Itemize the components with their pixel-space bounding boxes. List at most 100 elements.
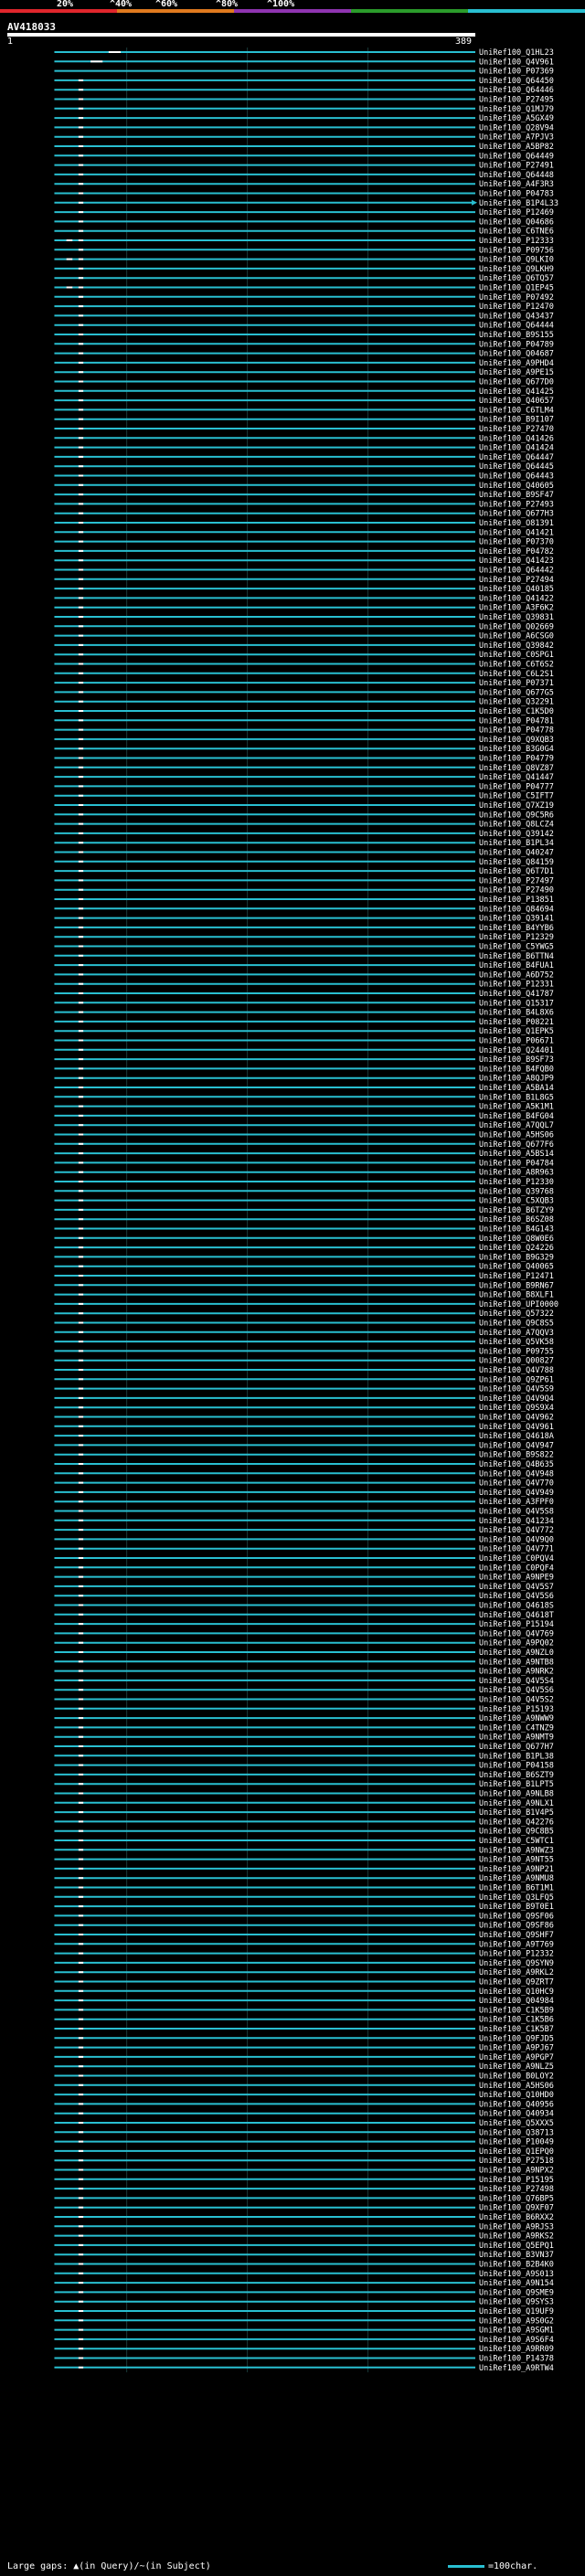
hit-row[interactable]: UniRef100_Q39842 xyxy=(54,641,554,651)
hit-row[interactable]: UniRef100_A8R963 xyxy=(54,1169,554,1178)
hit-label[interactable]: UniRef100_P15193 xyxy=(479,1705,554,1714)
hit-row[interactable]: UniRef100_P07370 xyxy=(54,538,554,547)
hit-label[interactable]: UniRef100_Q4V5S7 xyxy=(479,1583,554,1592)
hit-row[interactable]: UniRef100_Q24401 xyxy=(54,1046,554,1055)
hit-label[interactable]: UniRef100_A7QQL7 xyxy=(479,1121,554,1130)
hit-row[interactable]: UniRef100_Q40956 xyxy=(54,2100,554,2109)
hit-label[interactable]: UniRef100_P12333 xyxy=(479,237,554,246)
hit-label[interactable]: UniRef100_Q9XQB3 xyxy=(479,736,554,745)
hit-label[interactable]: UniRef100_C6TNE6 xyxy=(479,228,554,237)
hit-row[interactable]: UniRef100_B9I107 xyxy=(54,416,554,425)
hit-label[interactable]: UniRef100_B9S822 xyxy=(479,1451,554,1460)
hit-label[interactable]: UniRef100_A9NWW9 xyxy=(479,1714,554,1723)
hit-label[interactable]: UniRef100_C6L2S1 xyxy=(479,670,554,679)
hit-label[interactable]: UniRef100_B6SZ08 xyxy=(479,1215,554,1224)
hit-label[interactable]: UniRef100_P13851 xyxy=(479,896,554,905)
hit-row[interactable]: UniRef100_Q84159 xyxy=(54,858,554,867)
hit-row[interactable]: UniRef100_Q4V949 xyxy=(54,1489,554,1498)
hit-row[interactable]: UniRef100_Q40247 xyxy=(54,849,554,858)
hit-row[interactable]: UniRef100_A9NLX1 xyxy=(54,1799,554,1808)
hit-row[interactable]: UniRef100_C0PQF4 xyxy=(54,1564,554,1573)
hit-row[interactable]: UniRef100_Q9C8S5 xyxy=(54,1320,554,1329)
hit-row[interactable]: UniRef100_Q00827 xyxy=(54,1357,554,1366)
hit-row[interactable]: UniRef100_P27518 xyxy=(54,2157,554,2166)
hit-label[interactable]: UniRef100_Q10HD0 xyxy=(479,2091,554,2100)
hit-row[interactable]: UniRef100_Q4V5S9 xyxy=(54,1385,554,1394)
hit-row[interactable]: UniRef100_B2B4K0 xyxy=(54,2261,554,2270)
hit-row[interactable]: UniRef100_P12470 xyxy=(54,302,554,312)
hit-label[interactable]: UniRef100_C5YWG5 xyxy=(479,943,554,952)
hit-row[interactable]: UniRef100_B1P4L33 xyxy=(54,199,558,208)
hit-label[interactable]: UniRef100_P27497 xyxy=(479,876,554,885)
hit-label[interactable]: UniRef100_Q41423 xyxy=(479,557,554,566)
hit-label[interactable]: UniRef100_P04158 xyxy=(479,1762,554,1771)
hit-label[interactable]: UniRef100_C5XQB3 xyxy=(479,1197,554,1206)
hit-row[interactable]: UniRef100_P27493 xyxy=(54,500,554,509)
hit-row[interactable]: UniRef100_C1K5B9 xyxy=(54,2006,554,2015)
hit-row[interactable]: UniRef100_C6TLM4 xyxy=(54,406,554,415)
hit-row[interactable]: UniRef100_Q4V5S6 xyxy=(54,1592,554,1601)
hit-row[interactable]: UniRef100_B8XLF1 xyxy=(54,1291,554,1300)
hit-row[interactable]: UniRef100_B0LOY2 xyxy=(54,2072,554,2082)
hit-label[interactable]: UniRef100_P27490 xyxy=(479,886,554,896)
hit-row[interactable]: UniRef100_Q57322 xyxy=(54,1309,554,1319)
hit-label[interactable]: UniRef100_A9RR09 xyxy=(479,2345,554,2354)
hit-label[interactable]: UniRef100_Q5VK58 xyxy=(479,1338,554,1347)
hit-label[interactable]: UniRef100_Q40956 xyxy=(479,2100,554,2109)
hit-row[interactable]: UniRef100_Q8VZ87 xyxy=(54,764,554,773)
hit-label[interactable]: UniRef100_B4FUA1 xyxy=(479,961,554,970)
hit-row[interactable]: UniRef100_Q02669 xyxy=(54,622,554,631)
hit-row[interactable]: UniRef100_P07492 xyxy=(54,293,554,302)
hit-label[interactable]: UniRef100_Q9LKH9 xyxy=(479,265,554,274)
hit-label[interactable]: UniRef100_Q02669 xyxy=(479,622,554,631)
hit-row[interactable]: UniRef100_A9S013 xyxy=(54,2270,554,2279)
hit-label[interactable]: UniRef100_B9SF47 xyxy=(479,491,554,500)
hit-label[interactable]: UniRef100_Q9ZP61 xyxy=(479,1375,554,1384)
hit-row[interactable]: UniRef100_Q41422 xyxy=(54,594,554,603)
hit-label[interactable]: UniRef100_B4YYB6 xyxy=(479,924,554,933)
hit-label[interactable]: UniRef100_A9S6F4 xyxy=(479,2336,554,2345)
hit-label[interactable]: UniRef100_Q41424 xyxy=(479,444,554,453)
hit-row[interactable]: UniRef100_Q42276 xyxy=(54,1818,554,1827)
hit-label[interactable]: UniRef100_Q4V5S2 xyxy=(479,1696,554,1705)
hit-row[interactable]: UniRef100_C0SPG1 xyxy=(54,651,554,660)
hit-label[interactable]: UniRef100_A4F3R3 xyxy=(479,180,554,189)
hit-label[interactable]: UniRef100_B6TTN4 xyxy=(479,952,554,961)
hit-row[interactable]: UniRef100_A8QJP9 xyxy=(54,1075,554,1084)
hit-label[interactable]: UniRef100_Q43437 xyxy=(479,312,554,321)
hit-label[interactable]: UniRef100_Q41426 xyxy=(479,434,554,443)
hit-row[interactable]: UniRef100_B1L8G5 xyxy=(54,1093,554,1102)
hit-label[interactable]: UniRef100_Q9SF86 xyxy=(479,1922,554,1931)
hit-label[interactable]: UniRef100_P15195 xyxy=(479,2176,554,2185)
hit-label[interactable]: UniRef100_Q64445 xyxy=(479,462,554,472)
hit-row[interactable]: UniRef100_A9NRK2 xyxy=(54,1668,554,1677)
hit-row[interactable]: UniRef100_A5K1M1 xyxy=(54,1103,554,1112)
hit-row[interactable]: UniRef100_P14378 xyxy=(54,2355,554,2364)
hit-row[interactable]: UniRef100_Q4V9Q4 xyxy=(54,1394,554,1404)
hit-label[interactable]: UniRef100_Q41447 xyxy=(479,773,554,782)
hit-row[interactable]: UniRef100_C5YWG5 xyxy=(54,943,554,952)
hit-row[interactable]: UniRef100_B9S822 xyxy=(54,1451,554,1460)
hit-label[interactable]: UniRef100_B4FG04 xyxy=(479,1112,554,1121)
hit-label[interactable]: UniRef100_Q39142 xyxy=(479,830,554,839)
hit-label[interactable]: UniRef100_A9NLX1 xyxy=(479,1799,554,1808)
hit-row[interactable]: UniRef100_Q41447 xyxy=(54,773,554,782)
hit-label[interactable]: UniRef100_P27498 xyxy=(479,2185,554,2194)
hit-label[interactable]: UniRef100_A5BS14 xyxy=(479,1150,554,1159)
hit-row[interactable]: UniRef100_Q19UF9 xyxy=(54,2307,554,2316)
hit-label[interactable]: UniRef100_Q4V5S6 xyxy=(479,1592,554,1601)
hit-row[interactable]: UniRef100_O81391 xyxy=(54,519,554,528)
hit-row[interactable]: UniRef100_P13851 xyxy=(54,896,554,905)
hit-label[interactable]: UniRef100_Q9LKI0 xyxy=(479,256,554,265)
hit-row[interactable]: UniRef100_A3FPF0 xyxy=(54,1498,554,1507)
hit-row[interactable]: UniRef100_P07371 xyxy=(54,679,554,688)
hit-row[interactable]: UniRef100_P27495 xyxy=(54,96,554,105)
hit-row[interactable]: UniRef100_Q4V5S7 xyxy=(54,1583,554,1592)
hit-row[interactable]: UniRef100_Q9XQB3 xyxy=(54,736,554,745)
hit-label[interactable]: UniRef100_Q40657 xyxy=(479,397,554,406)
hit-label[interactable]: UniRef100_Q8W0E6 xyxy=(479,1235,554,1244)
hit-label[interactable]: UniRef100_C5WTC1 xyxy=(479,1837,554,1846)
hit-row[interactable]: UniRef100_A7PJV3 xyxy=(54,133,554,143)
hit-row[interactable]: UniRef100_A6CSG0 xyxy=(54,632,554,641)
hit-label[interactable]: UniRef100_Q40185 xyxy=(479,585,554,594)
